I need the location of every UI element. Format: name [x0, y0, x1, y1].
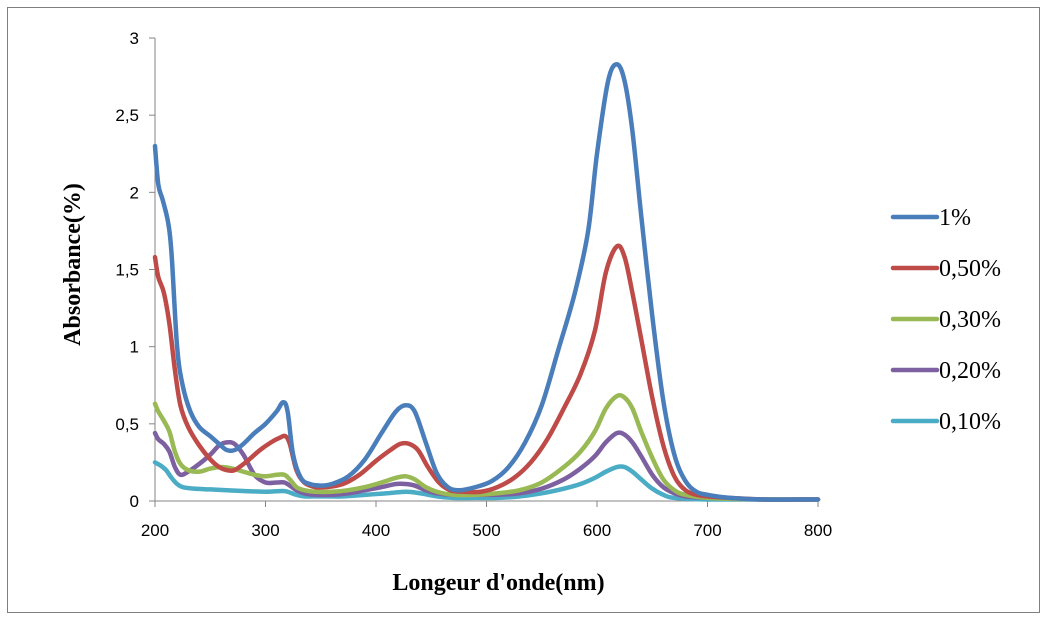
series-line-4 [152, 430, 821, 502]
legend-label: 0,20% [939, 358, 1001, 384]
x-tick-label: 200 [141, 521, 169, 540]
x-tick-label: 400 [362, 521, 390, 540]
x-ticks: 200 300 400 500 600 700 800 [141, 501, 832, 540]
x-tick-label: 500 [472, 521, 500, 540]
x-tick-label: 300 [251, 521, 279, 540]
x-tick-label: 800 [804, 521, 832, 540]
legend: 1% 0,50% 0,30% 0,20% 0,10% [890, 205, 1001, 435]
y-tick-label: 0 [130, 492, 139, 511]
legend-label: 0,50% [939, 256, 1001, 282]
series-line-1 [152, 61, 821, 502]
y-axis-title: Absorbance(%) [60, 183, 86, 346]
series-line-3 [152, 392, 821, 502]
y-tick-label: 0,5 [115, 415, 139, 434]
y-tick-label: 1 [130, 338, 139, 357]
x-tick-label: 700 [693, 521, 721, 540]
y-tick-label: 1,5 [115, 261, 139, 280]
series-line-5 [152, 460, 821, 502]
series-lines [152, 61, 821, 502]
y-ticks: 0 0,5 1 1,5 2 2,5 3 [115, 29, 155, 511]
x-axis-title: Longeur d'onde(nm) [392, 570, 604, 596]
y-tick-label: 3 [130, 29, 139, 48]
series-line-2 [152, 243, 821, 502]
legend-label: 0,30% [939, 307, 1001, 333]
legend-label: 1% [939, 205, 971, 231]
chart-frame [7, 7, 1040, 613]
x-tick-label: 600 [583, 521, 611, 540]
legend-label: 0,10% [939, 409, 1001, 435]
y-tick-label: 2,5 [115, 106, 139, 125]
y-tick-label: 2 [130, 183, 139, 202]
